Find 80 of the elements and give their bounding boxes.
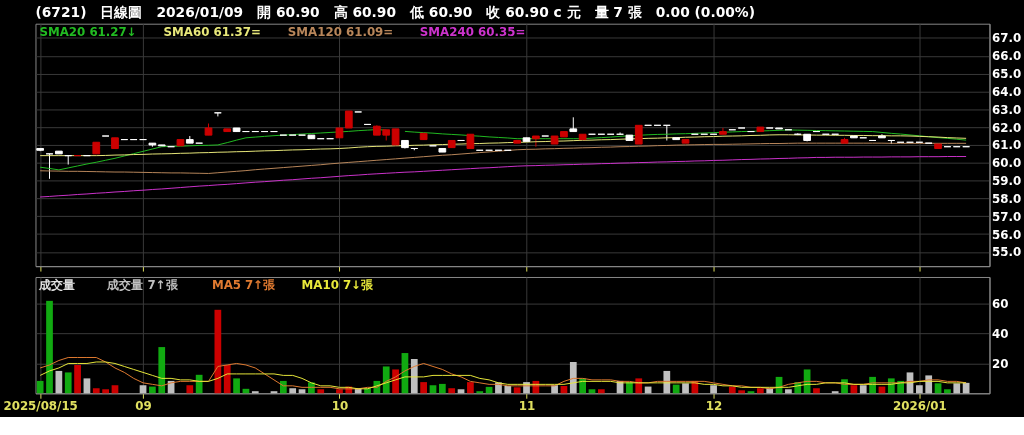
bar [336, 389, 343, 394]
y-tick-label: 66.0 [991, 49, 1022, 64]
bar [279, 380, 287, 394]
x-tick-label: 2025/08/15 [3, 398, 78, 413]
bar [728, 386, 736, 394]
y-tick-label: 62.0 [991, 120, 1022, 135]
x-tick-label: 11 [518, 398, 536, 413]
chart-title: (6721) 日線圖 2026/01/09 開 60.90 高 60.90 低 60.90 收 60.90 c 元 量 7 張 0.00 (0.00%) [35, 3, 755, 20]
candlestick [532, 135, 540, 148]
bar [672, 384, 680, 394]
bar [410, 359, 418, 394]
text: MA10 7↓張 [301, 277, 375, 292]
bar [467, 382, 474, 394]
bar [953, 383, 961, 394]
line-series [39, 156, 967, 198]
y-axis-title: 成交量 [38, 277, 76, 292]
y-tick-label: 55.0 [991, 245, 1022, 260]
y-tick-label: 20 [991, 356, 1009, 371]
bar [158, 347, 166, 394]
bar [251, 391, 259, 394]
line-series [39, 142, 967, 174]
text: SMA120 61.09= [287, 24, 394, 39]
x-tick-label: 2026/01 [893, 398, 947, 413]
y-tick-label: 61.0 [991, 138, 1022, 153]
bar [597, 389, 605, 394]
text: SMA60 61.37= [163, 24, 261, 39]
bar [813, 388, 820, 394]
y-tick-label: 67.0 [991, 31, 1022, 46]
bar [92, 388, 100, 394]
bar [149, 386, 156, 394]
bar [934, 383, 942, 394]
bar [944, 389, 951, 394]
x-tick-label: 10 [331, 398, 349, 413]
y-tick-label: 56.0 [991, 227, 1022, 242]
bar [448, 388, 456, 394]
y-tick-label: 59.0 [991, 174, 1022, 189]
bar [513, 387, 521, 394]
bar [186, 385, 194, 394]
y-tick-label: 65.0 [991, 67, 1022, 82]
y-tick-label: 40 [991, 327, 1009, 342]
y-tick-label: 57.0 [991, 209, 1022, 224]
bar [102, 389, 109, 394]
bar [859, 385, 867, 394]
bar [831, 391, 839, 394]
bar [420, 382, 427, 394]
bar [476, 391, 484, 394]
bar [551, 385, 558, 394]
bar [756, 388, 764, 394]
bar [569, 361, 577, 394]
bar [504, 385, 512, 394]
bar [233, 378, 240, 394]
bar [223, 364, 231, 394]
bar [195, 374, 203, 394]
bar [46, 300, 53, 394]
bar [83, 378, 91, 394]
bar [785, 389, 792, 394]
x-tick-label: 09 [135, 398, 152, 413]
y-tick-label: 60.0 [991, 156, 1022, 171]
y-tick-label: 63.0 [991, 102, 1022, 117]
y-tick-label: 60 [991, 297, 1009, 312]
bar [710, 385, 717, 394]
bar [438, 383, 446, 394]
bar [317, 389, 325, 394]
text: SMA240 60.35= [419, 24, 526, 39]
text: SMA20 61.27↓ [39, 24, 137, 39]
text: 成交量 7↑張 [106, 277, 179, 292]
bar [738, 390, 746, 394]
text: MA5 7↑張 [211, 277, 277, 292]
bar [36, 380, 44, 394]
x-tick-label: 12 [705, 398, 723, 413]
y-tick-label: 64.0 [991, 84, 1022, 99]
bar [74, 364, 81, 394]
y-tick-label: 58.0 [991, 191, 1022, 206]
bar [915, 385, 923, 394]
candlestick [719, 127, 727, 135]
bar [64, 372, 72, 394]
candlestick [634, 124, 643, 145]
bar [289, 388, 297, 394]
bar [55, 370, 63, 394]
bar [382, 366, 390, 394]
